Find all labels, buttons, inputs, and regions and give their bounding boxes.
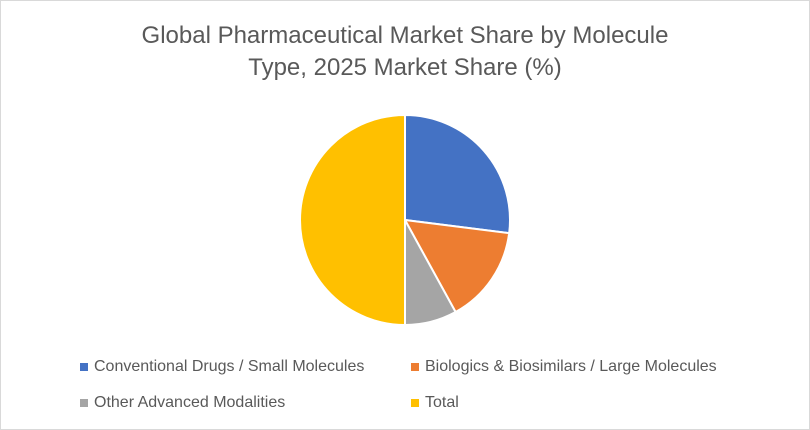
pie-slice-conventional-drugs-small-molecules (404, 114, 511, 235)
pie-slice-total (299, 114, 406, 326)
legend-swatch-biologics (411, 363, 419, 371)
chart-title-line-1: Global Pharmaceutical Market Share by Mo… (141, 22, 669, 49)
legend-swatch-other-modalities (80, 399, 88, 407)
legend-label-conventional-drugs: Conventional Drugs / Small Molecules (94, 358, 365, 375)
legend-label-biologics: Biologics & Biosimilars / Large Molecule… (425, 358, 717, 375)
legend-item-total: Total (411, 394, 459, 412)
legend-item-other-modalities: Other Advanced Modalities (80, 394, 285, 412)
pie-slice-biologics-biosimilars-large-molecules (404, 219, 511, 314)
legend-item-conventional-drugs: Conventional Drugs / Small Molecules (80, 358, 364, 376)
legend-label-other-modalities: Other Advanced Modalities (94, 394, 286, 411)
chart-title-line-2: Type, 2025 Market Share (%) (248, 54, 562, 81)
legend-label-total: Total (425, 394, 459, 411)
pie-slices (299, 114, 511, 326)
legend-swatch-conventional-drugs (80, 363, 88, 371)
legend-swatch-total (411, 399, 419, 407)
chart-title: Global Pharmaceutical Market Share by Mo… (0, 20, 810, 84)
legend-item-biologics: Biologics & Biosimilars / Large Molecule… (411, 358, 717, 376)
